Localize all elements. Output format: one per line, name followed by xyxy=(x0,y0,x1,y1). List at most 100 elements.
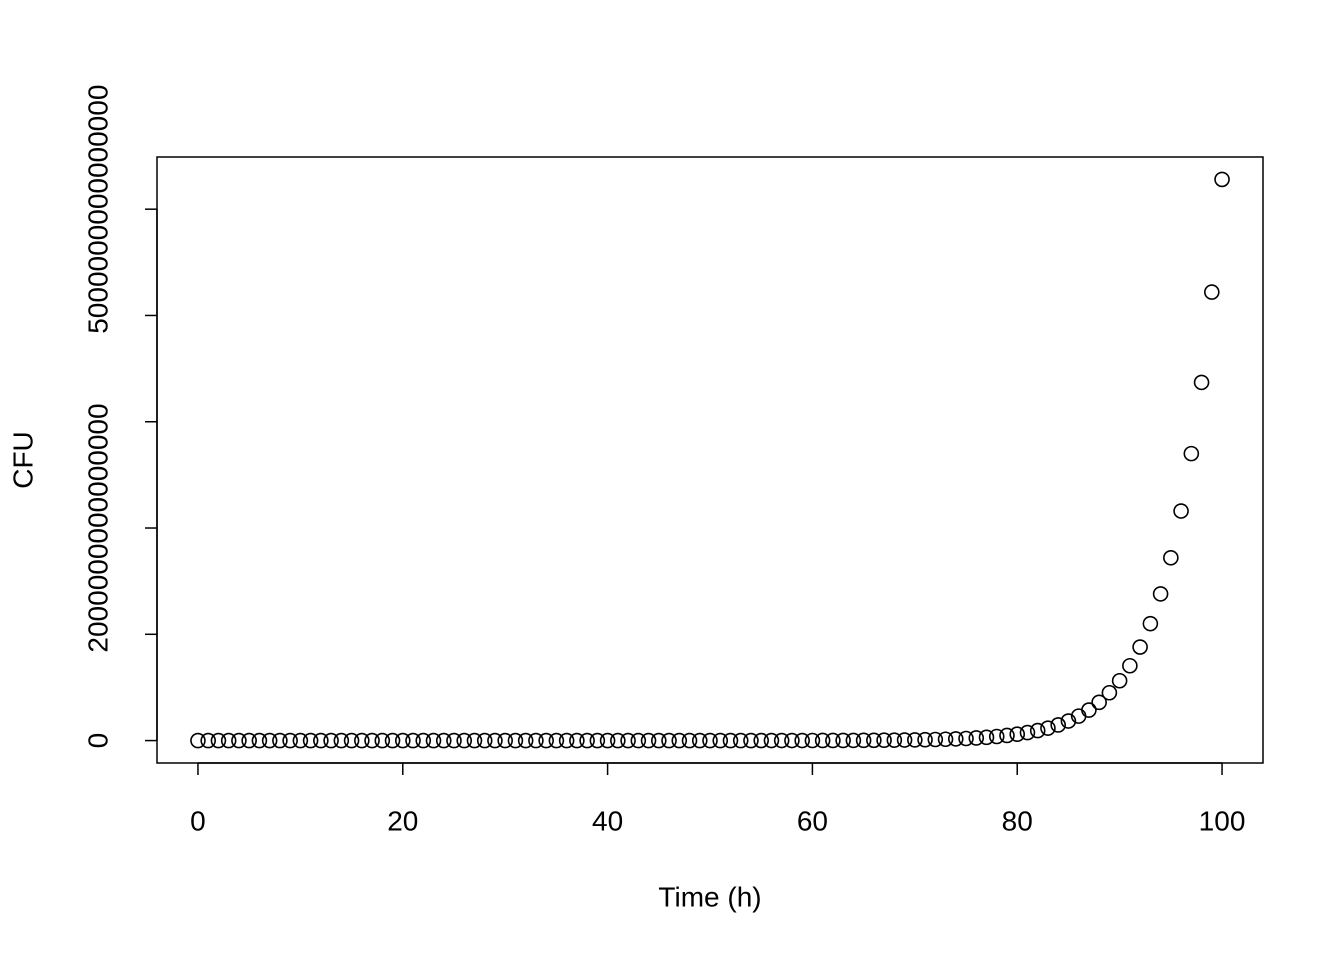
point xyxy=(640,732,657,749)
point xyxy=(804,732,821,749)
point xyxy=(773,732,790,749)
point xyxy=(1142,615,1159,632)
point xyxy=(190,732,206,749)
point xyxy=(1183,445,1200,462)
point xyxy=(323,732,339,749)
point xyxy=(845,732,862,749)
point xyxy=(650,732,667,749)
point xyxy=(435,732,452,749)
point xyxy=(425,732,442,749)
point xyxy=(476,732,493,749)
point xyxy=(415,732,432,749)
point xyxy=(507,732,524,749)
point xyxy=(394,732,411,749)
point xyxy=(610,732,626,749)
point xyxy=(241,732,257,749)
point xyxy=(927,731,944,748)
point xyxy=(589,732,606,749)
point xyxy=(548,732,565,749)
point xyxy=(282,732,298,749)
point xyxy=(1060,713,1077,729)
point xyxy=(599,732,616,749)
point xyxy=(1163,549,1179,566)
point xyxy=(466,732,483,749)
point xyxy=(1122,657,1138,674)
point xyxy=(1040,720,1056,736)
point xyxy=(220,732,237,749)
point xyxy=(456,732,473,749)
point xyxy=(722,732,739,749)
point xyxy=(1111,672,1128,689)
point xyxy=(958,730,974,747)
point xyxy=(876,732,892,749)
point xyxy=(1091,694,1107,711)
point xyxy=(405,732,421,749)
point xyxy=(251,732,268,749)
point xyxy=(814,732,831,749)
point xyxy=(1173,503,1189,519)
point xyxy=(999,727,1015,744)
point xyxy=(1101,684,1118,701)
point xyxy=(907,732,923,748)
point xyxy=(579,732,595,749)
plot-box xyxy=(156,156,1264,764)
point xyxy=(968,730,985,746)
point xyxy=(210,732,227,749)
point xyxy=(917,731,933,748)
y-axis-label: CFU xyxy=(7,431,38,489)
point xyxy=(446,732,462,749)
point xyxy=(1009,726,1026,742)
point xyxy=(630,732,647,749)
point xyxy=(691,732,708,749)
x-tick-label: 80 xyxy=(1002,805,1033,836)
point xyxy=(1029,722,1046,739)
y-tick-label: 5000000000000000 xyxy=(82,85,113,334)
point xyxy=(333,732,350,749)
x-axis-label: Time (h) xyxy=(658,881,761,912)
point xyxy=(1050,717,1066,733)
point xyxy=(231,732,247,749)
point xyxy=(497,732,513,749)
point xyxy=(743,732,759,749)
point xyxy=(947,731,964,747)
point xyxy=(302,732,319,749)
point xyxy=(1193,374,1210,391)
point xyxy=(200,732,217,749)
point xyxy=(866,732,882,749)
point xyxy=(1152,586,1169,602)
point xyxy=(364,732,380,749)
point xyxy=(374,732,391,749)
point xyxy=(620,732,636,749)
point xyxy=(702,732,718,749)
point xyxy=(1081,702,1097,718)
point xyxy=(712,732,729,749)
point xyxy=(763,732,780,749)
point xyxy=(988,728,1005,745)
point xyxy=(671,732,688,749)
point xyxy=(528,732,544,749)
point xyxy=(384,732,401,749)
x-tick-label: 20 xyxy=(387,805,418,836)
point xyxy=(313,732,329,749)
point xyxy=(825,732,841,749)
point xyxy=(569,732,585,749)
point xyxy=(538,732,554,749)
y-tick-label: 0 xyxy=(82,733,113,749)
x-tick-label: 0 xyxy=(190,805,206,836)
point xyxy=(835,732,851,749)
point xyxy=(896,732,913,748)
point xyxy=(978,729,995,746)
point xyxy=(681,732,698,749)
y-tick-label: 2000000000000000 xyxy=(82,403,113,652)
x-tick-label: 60 xyxy=(797,805,828,836)
point xyxy=(732,732,749,749)
point xyxy=(1132,639,1148,655)
point xyxy=(794,732,810,749)
point xyxy=(487,732,503,749)
point xyxy=(292,732,309,749)
point xyxy=(343,732,360,749)
x-tick-label: 40 xyxy=(592,805,623,836)
point xyxy=(1214,171,1230,188)
point xyxy=(855,732,872,749)
